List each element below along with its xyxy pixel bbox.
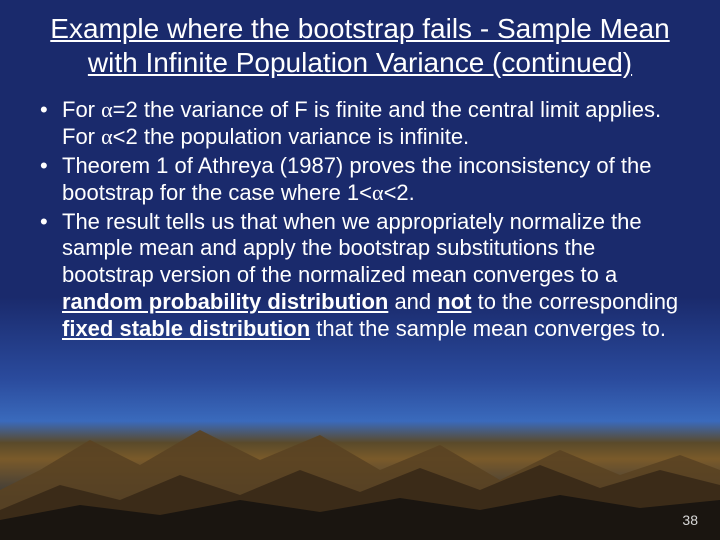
text: <2. xyxy=(384,180,415,205)
page-number: 38 xyxy=(682,512,698,528)
text: Theorem 1 of Athreya (1987) proves the i… xyxy=(62,153,651,205)
emphasized-text: fixed stable distribution xyxy=(62,316,310,341)
text: that the sample mean converges to. xyxy=(310,316,666,341)
slide-title: Example where the bootstrap fails - Samp… xyxy=(28,12,692,79)
mountains-decoration xyxy=(0,420,720,540)
emphasized-text: random probability distribution xyxy=(62,289,388,314)
emphasized-text: not xyxy=(437,289,471,314)
bullet-item: For α=2 the variance of F is finite and … xyxy=(62,97,692,151)
slide: Example where the bootstrap fails - Samp… xyxy=(0,0,720,540)
text: For xyxy=(62,97,101,122)
alpha-symbol: α xyxy=(101,124,113,149)
bullet-item: The result tells us that when we appropr… xyxy=(62,209,692,343)
text: The result tells us that when we appropr… xyxy=(62,209,642,288)
alpha-symbol: α xyxy=(372,180,384,205)
bullet-item: Theorem 1 of Athreya (1987) proves the i… xyxy=(62,153,692,207)
text: to the corresponding xyxy=(471,289,678,314)
alpha-symbol: α xyxy=(101,97,113,122)
text: <2 the population variance is infinite. xyxy=(113,124,470,149)
bullet-list: For α=2 the variance of F is finite and … xyxy=(28,97,692,342)
text: and xyxy=(388,289,437,314)
